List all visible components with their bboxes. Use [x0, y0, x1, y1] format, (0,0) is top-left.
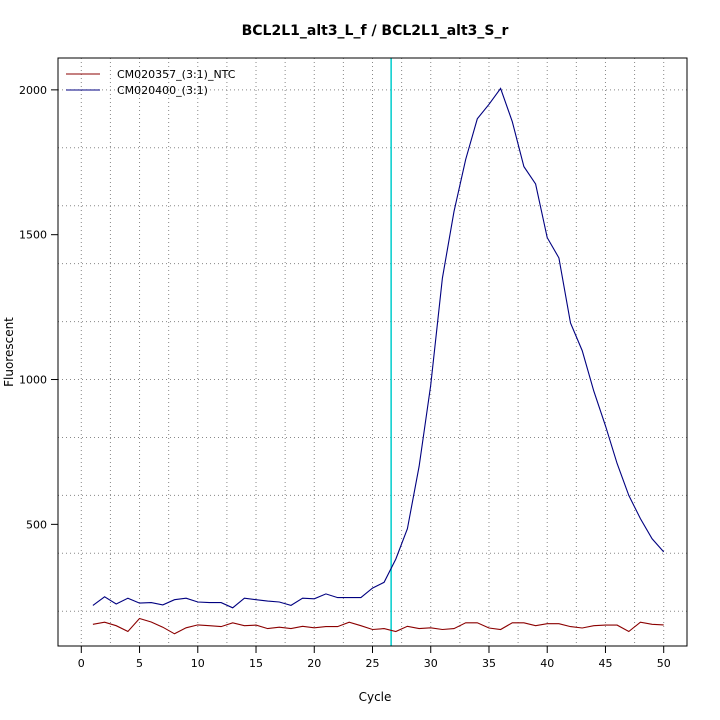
x-tick-label: 45	[598, 657, 612, 670]
grid-lines	[58, 58, 687, 646]
series-layer	[92, 87, 665, 635]
legend: CM020357_(3:1)_NTC CM020400_(3:1)	[66, 68, 236, 97]
x-tick-label: 20	[307, 657, 321, 670]
x-tick-label: 25	[366, 657, 380, 670]
legend-label: CM020357_(3:1)_NTC	[117, 68, 236, 81]
x-tick-label: 30	[424, 657, 438, 670]
x-tick-label: 50	[657, 657, 671, 670]
y-tick-label: 1000	[19, 374, 47, 387]
y-tick-label: 2000	[19, 84, 47, 97]
x-tick-label: 5	[136, 657, 143, 670]
x-tick-label: 0	[78, 657, 85, 670]
y-tick-label: 1500	[19, 229, 47, 242]
series-line-1	[92, 617, 664, 635]
legend-label: CM020400_(3:1)	[117, 84, 208, 97]
y-tick-label: 500	[26, 518, 47, 531]
x-tick-label: 10	[191, 657, 205, 670]
chart-title: BCL2L1_alt3_L_f / BCL2L1_alt3_S_r	[242, 23, 509, 39]
x-tick-label: 40	[540, 657, 554, 670]
x-axis: 0 5 10 15 20 25 30 35 40 45 50	[78, 645, 671, 670]
y-axis-label: Fluorescent	[2, 317, 16, 387]
series-line-2	[92, 87, 665, 609]
x-tick-label: 15	[249, 657, 263, 670]
x-axis-label: Cycle	[359, 690, 392, 704]
y-axis: 500 1000 1500 2000	[19, 84, 59, 531]
x-tick-label: 35	[482, 657, 496, 670]
